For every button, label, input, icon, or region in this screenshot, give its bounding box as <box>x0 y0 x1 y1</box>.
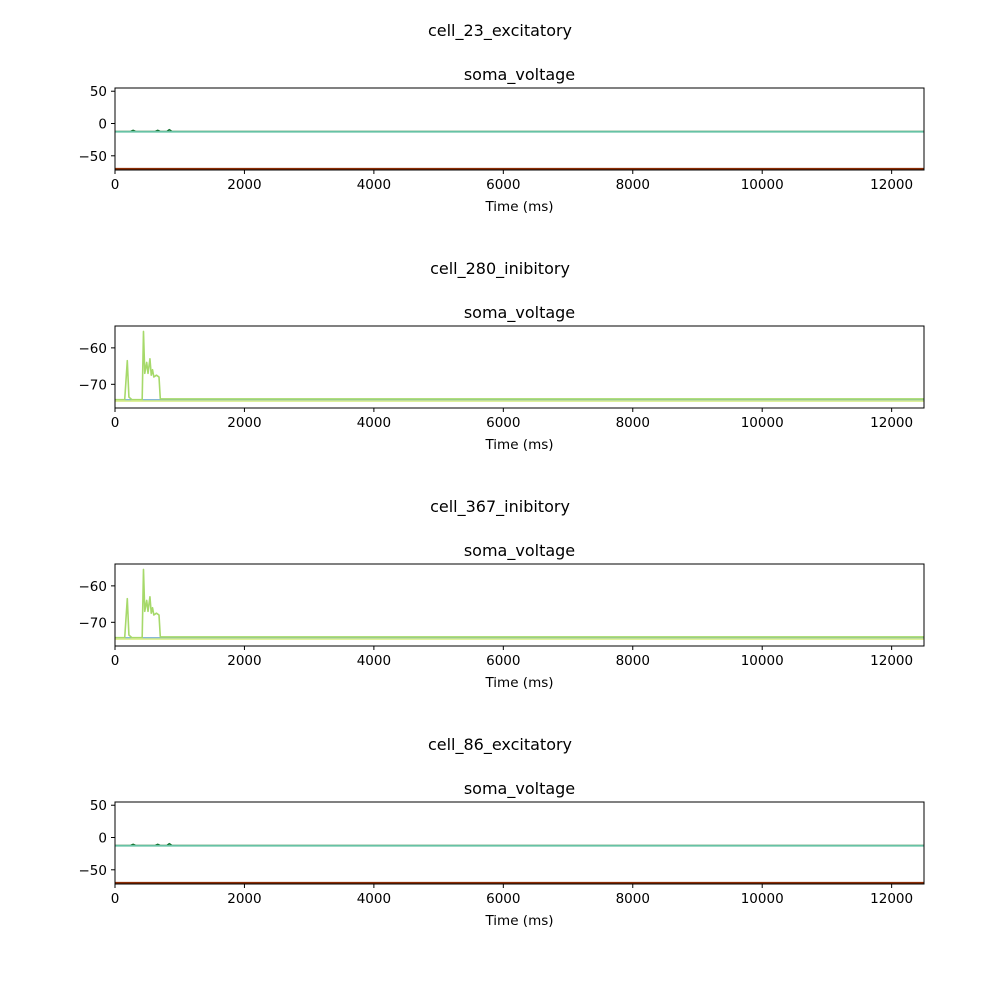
axes-title: soma_voltage <box>464 65 575 85</box>
y-tick-label: −70 <box>79 615 108 631</box>
x-tick-label: 0 <box>111 177 120 193</box>
axes-title: soma_voltage <box>464 779 575 799</box>
panel-3: cell_86_excitatory soma_voltage 0 2000 4000 6… <box>79 735 925 929</box>
series-group <box>115 568 924 640</box>
figure-title: cell_86_excitatory <box>428 735 572 755</box>
x-tick-label: 0 <box>111 653 120 669</box>
axes-frame <box>114 563 925 647</box>
series-group <box>115 330 924 402</box>
y-tick-label: −50 <box>79 863 108 879</box>
y-tick-label: 0 <box>98 117 107 133</box>
y-tick-label: −70 <box>79 377 108 393</box>
axes-frame <box>114 801 925 885</box>
x-tick-label: 4000 <box>357 891 391 907</box>
x-tick-label: 2000 <box>227 177 261 193</box>
figure-title: cell_280_inibitory <box>430 259 570 279</box>
y-tick-label: 50 <box>90 798 107 814</box>
axes-frame <box>114 325 925 409</box>
panel-1: cell_280_inibitory soma_voltage 0 2000 4000 6… <box>79 259 925 453</box>
x-tick-label: 0 <box>111 891 120 907</box>
figure-title: cell_23_excitatory <box>428 21 572 41</box>
x-tick-label: 10000 <box>741 891 784 907</box>
x-tick-label: 6000 <box>486 415 520 431</box>
x-axis-label: Time (ms) <box>484 437 553 453</box>
panel-0: cell_23_excitatory soma_voltage 0 2000 4000 6… <box>79 21 925 215</box>
x-tick-label: 2000 <box>227 415 261 431</box>
x-axis-label: Time (ms) <box>484 913 553 929</box>
x-tick-label: 6000 <box>486 653 520 669</box>
series-group <box>115 842 924 884</box>
x-axis-label: Time (ms) <box>484 199 553 215</box>
x-tick-label: 12000 <box>870 653 913 669</box>
x-tick-label: 6000 <box>486 177 520 193</box>
y-tick-label: −50 <box>79 149 108 165</box>
x-tick-label: 4000 <box>357 415 391 431</box>
y-tick-label: −60 <box>79 579 108 595</box>
x-tick-label: 12000 <box>870 177 913 193</box>
x-tick-label: 6000 <box>486 891 520 907</box>
x-tick-label: 12000 <box>870 891 913 907</box>
x-tick-label: 10000 <box>741 177 784 193</box>
x-axis-label: Time (ms) <box>484 675 553 691</box>
x-tick-label: 2000 <box>227 891 261 907</box>
series-line-1 <box>115 128 924 133</box>
x-tick-label: 0 <box>111 415 120 431</box>
series-line-1 <box>115 330 924 401</box>
x-tick-label: 8000 <box>616 177 650 193</box>
series-line-1 <box>115 842 924 847</box>
figure-title: cell_367_inibitory <box>430 497 570 517</box>
y-tick-label: 50 <box>90 84 107 100</box>
x-tick-label: 10000 <box>741 653 784 669</box>
x-tick-label: 10000 <box>741 415 784 431</box>
x-tick-label: 4000 <box>357 653 391 669</box>
series-line-1 <box>115 568 924 639</box>
axes-title: soma_voltage <box>464 541 575 561</box>
x-tick-label: 8000 <box>616 653 650 669</box>
y-tick-label: −60 <box>79 341 108 357</box>
axes-title: soma_voltage <box>464 303 575 323</box>
series-group <box>115 128 924 170</box>
x-tick-label: 2000 <box>227 653 261 669</box>
x-tick-label: 8000 <box>616 415 650 431</box>
axes-frame <box>114 87 925 171</box>
x-tick-label: 12000 <box>870 415 913 431</box>
x-tick-label: 8000 <box>616 891 650 907</box>
x-tick-label: 4000 <box>357 177 391 193</box>
panel-2: cell_367_inibitory soma_voltage 0 2000 4000 6… <box>79 497 925 691</box>
y-tick-label: 0 <box>98 831 107 847</box>
